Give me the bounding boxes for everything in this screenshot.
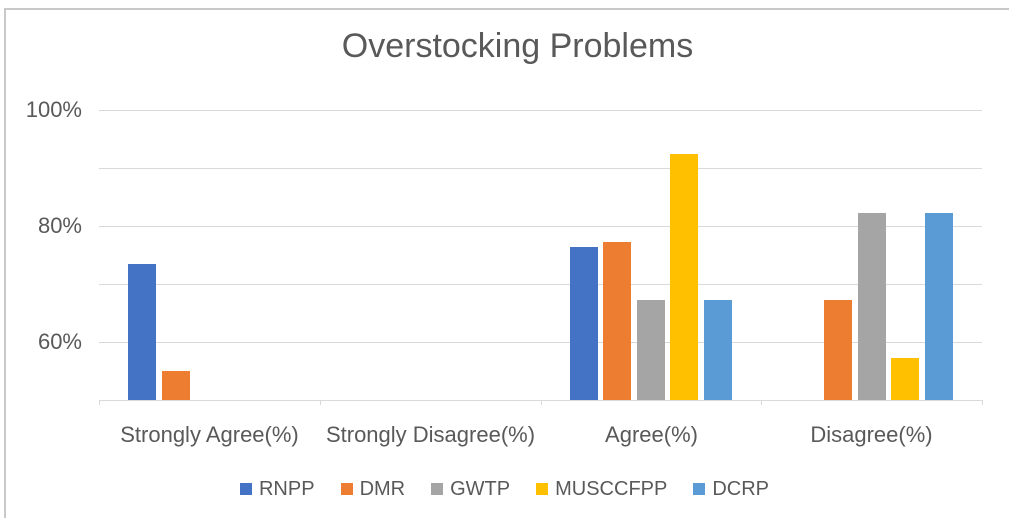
gridline-80 <box>99 226 982 227</box>
legend-item-musccfpp: MUSCCFPP <box>536 477 667 501</box>
gridline-100 <box>99 110 982 111</box>
legend-label-gwtp: GWTP <box>450 478 511 500</box>
bar-dmr-agree <box>603 242 631 400</box>
legend-swatch-rnpp <box>239 483 252 495</box>
legend-label-rnpp: RNPP <box>258 478 315 500</box>
legend-label-dmr: DMR <box>359 478 406 500</box>
legend-label-dcrp: DCRP <box>712 478 770 500</box>
legend-swatch-gwtp <box>431 483 444 495</box>
category-axis-tick <box>761 400 762 405</box>
legend: RNPP DMR GWTP MUSCCFPP DCRP <box>0 476 1009 502</box>
gridline-50 <box>99 400 982 401</box>
bar-musccfpp-agree <box>670 154 698 400</box>
category-axis-tick <box>982 400 983 405</box>
gridline-90 <box>99 168 982 169</box>
legend-label-musccfpp: MUSCCFPP <box>555 478 668 500</box>
bar-rnpp-agree <box>570 247 598 400</box>
bar-dmr-strongly-agree <box>162 371 190 400</box>
category-axis-tick <box>320 400 321 405</box>
x-axis-label-strongly-disagree: Strongly Disagree(%) <box>325 422 536 447</box>
category-axis-tick <box>99 400 100 405</box>
legend-swatch-musccfpp <box>536 483 549 495</box>
x-axis-label-agree: Agree(%) <box>605 422 698 447</box>
bar-dcrp-disagree <box>925 213 953 400</box>
legend-swatch-dmr <box>340 483 353 495</box>
bar-gwtp-agree <box>637 300 665 400</box>
legend-item-dmr: DMR <box>340 477 406 501</box>
y-axis-label-100: 100% <box>25 97 82 122</box>
x-axis-label-strongly-agree: Strongly Agree(%) <box>120 422 299 447</box>
x-axis-label-disagree: Disagree(%) <box>810 422 933 447</box>
legend-swatch-dcrp <box>693 483 706 495</box>
legend-item-dcrp: DCRP <box>693 477 769 501</box>
legend-item-rnpp: RNPP <box>239 477 315 501</box>
y-axis-label-60: 60% <box>37 329 82 354</box>
gridline-60 <box>99 342 982 343</box>
y-axis-label-80: 80% <box>37 213 82 238</box>
bar-dmr-disagree <box>824 300 852 400</box>
bar-musccfpp-disagree <box>891 358 919 400</box>
bar-gwtp-disagree <box>858 213 886 400</box>
chart-title: Overstocking Problems <box>341 27 694 65</box>
bar-rnpp-strongly-agree <box>128 264 156 400</box>
category-axis-tick <box>541 400 542 405</box>
gridline-70 <box>99 284 982 285</box>
bar-dcrp-agree <box>704 300 732 400</box>
legend-item-gwtp: GWTP <box>431 477 510 501</box>
